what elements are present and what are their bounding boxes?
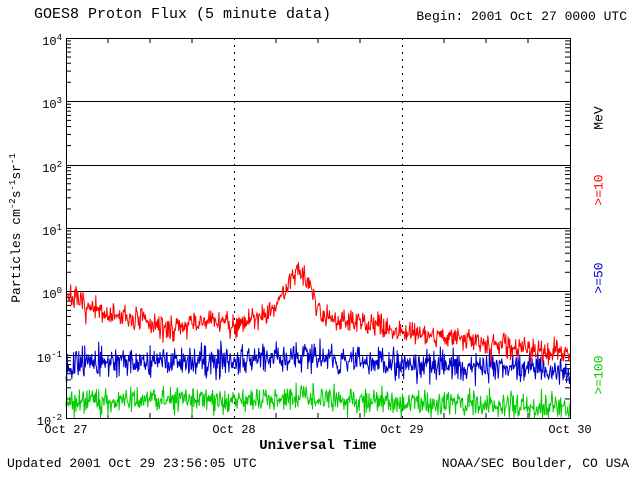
legend-p100: >=100 (591, 355, 607, 395)
series-line-p10 (65, 262, 571, 366)
x-tick-label: Oct 29 (380, 423, 424, 437)
y-tick-label: 104 (42, 33, 62, 49)
credit-text: NOAA/SEC Boulder, CO USA (441, 456, 629, 471)
series-line-p100 (65, 382, 571, 419)
x-tick-label: Oct 27 (44, 423, 88, 437)
begin-timestamp: Begin: 2001 Oct 27 0000 UTC (416, 9, 627, 24)
y-tick-label: 100 (42, 286, 62, 303)
chart-title: GOES8 Proton Flux (5 minute data) (34, 6, 332, 23)
y-tick-label: 10-2 (36, 413, 62, 429)
x-axis-label: Universal Time (259, 438, 377, 454)
legend-p50: >=50 (591, 262, 607, 294)
plot-border (66, 38, 571, 419)
y-tick-label: 10-1 (36, 349, 62, 366)
right-axis-unit-label: MeV (591, 106, 607, 130)
legend-p10: >=10 (591, 174, 607, 206)
y-tick-label: 103 (42, 96, 62, 113)
y-tick-label: 101 (42, 223, 62, 239)
series-line-p50 (65, 338, 571, 387)
y-tick-label: 102 (42, 159, 62, 176)
x-tick-label: Oct 30 (548, 423, 592, 437)
updated-timestamp: Updated 2001 Oct 29 23:56:05 UTC (7, 456, 257, 471)
x-tick-label: Oct 28 (212, 423, 256, 437)
